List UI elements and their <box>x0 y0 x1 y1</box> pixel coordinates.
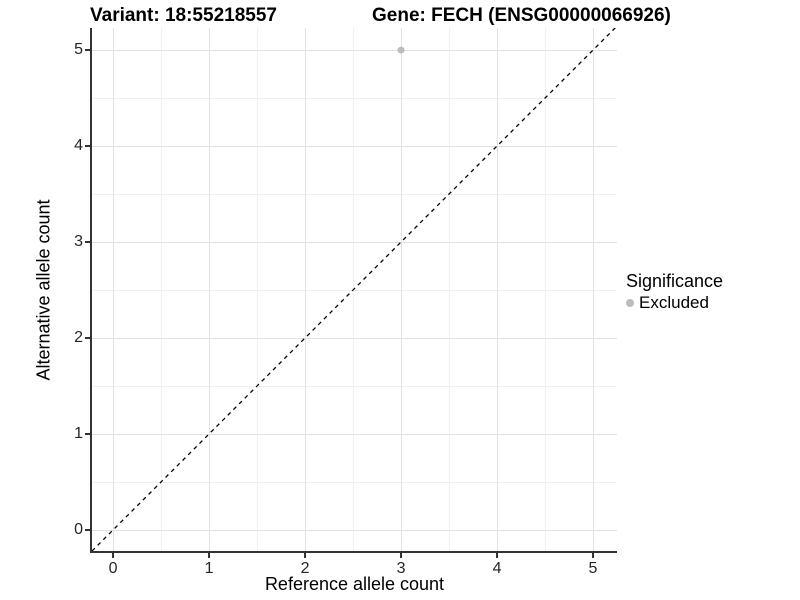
minor-gridline-vertical <box>545 28 547 551</box>
x-tick-mark <box>496 553 499 558</box>
y-axis-title: Alternative allele count <box>33 199 54 381</box>
legend-entry-label: Excluded <box>639 293 709 312</box>
y-tick-label: 4 <box>74 137 83 155</box>
x-tick-label: 2 <box>300 560 310 577</box>
x-axis-title: Reference allele count <box>264 574 445 594</box>
x-tick-label: 1 <box>204 560 214 577</box>
minor-gridline-horizontal <box>92 194 617 196</box>
major-gridline-horizontal <box>92 433 617 435</box>
x-tick-mark <box>592 553 594 558</box>
y-tick-label: 2 <box>74 328 83 346</box>
x-tick-mark <box>400 553 403 558</box>
minor-gridline-horizontal <box>92 98 617 100</box>
major-gridline-vertical <box>497 28 499 551</box>
y-tick-mark <box>85 432 90 435</box>
minor-gridline-horizontal <box>92 289 617 291</box>
plot-title-variant: Variant: 18:55218557 <box>90 5 277 26</box>
legend-title: Significance <box>626 271 724 291</box>
y-axis-line <box>90 28 92 553</box>
x-tick-mark <box>208 553 211 558</box>
minor-gridline-horizontal <box>92 385 617 387</box>
y-tick-mark <box>85 240 90 243</box>
x-axis-line <box>90 551 617 553</box>
major-gridline-horizontal <box>92 337 617 339</box>
major-gridline-horizontal <box>92 529 617 531</box>
major-gridline-vertical <box>209 28 211 551</box>
x-tick-mark <box>112 553 115 558</box>
y-tick-label: 0 <box>74 520 83 538</box>
x-tick-mark <box>304 553 307 558</box>
identity-line <box>92 28 616 551</box>
legend: Significance Excluded <box>626 270 723 313</box>
y-tick-label: 3 <box>74 232 83 250</box>
x-tick-label: 4 <box>492 560 502 577</box>
minor-gridline-vertical <box>257 28 259 551</box>
plot-title-gene: Gene: FECH (ENSG00000066926) <box>372 5 671 26</box>
minor-gridline-vertical <box>449 28 451 551</box>
y-tick-mark <box>85 145 90 148</box>
major-gridline-horizontal <box>92 146 617 148</box>
y-tick-mark <box>85 528 90 531</box>
y-tick-mark <box>85 49 90 52</box>
x-tick-label: 5 <box>588 560 598 577</box>
chart-marks-layer <box>92 28 616 551</box>
major-gridline-vertical <box>401 28 403 551</box>
plot-area: 0 1 2 3 4 5 0 1 2 3 4 5 <box>74 28 617 577</box>
y-tick-label: 5 <box>74 41 83 59</box>
legend-point-icon <box>626 299 634 307</box>
major-gridline-horizontal <box>92 241 617 243</box>
major-gridline-horizontal <box>92 50 617 52</box>
major-gridline-vertical <box>305 28 307 551</box>
y-tick-mark <box>85 336 90 339</box>
x-tick-label: 0 <box>108 560 118 577</box>
x-tick-label: 3 <box>396 560 406 577</box>
y-tick-label: 1 <box>74 424 83 442</box>
major-gridline-vertical <box>113 28 115 551</box>
minor-gridline-vertical <box>161 28 163 551</box>
legend-entry-excluded: Excluded <box>626 293 723 313</box>
major-gridline-vertical <box>593 28 594 551</box>
scatter-point <box>397 46 405 54</box>
minor-gridline-horizontal <box>92 481 617 483</box>
